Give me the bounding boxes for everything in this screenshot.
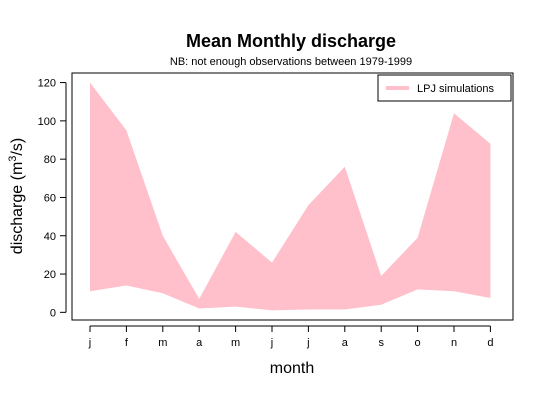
x-tick-label: j xyxy=(306,337,309,349)
plot-frame xyxy=(71,72,514,321)
y-tick-label: 40 xyxy=(44,231,56,243)
y-axis: 0 20 40 60 80 100 120 xyxy=(38,78,67,319)
x-tick-label: f xyxy=(125,337,129,349)
y-tick-label: 0 xyxy=(50,307,56,319)
x-tick-label: m xyxy=(158,337,167,349)
x-tick-label: n xyxy=(451,337,457,349)
y-axis-label-tail: /s) xyxy=(9,138,26,156)
series-area-0 xyxy=(90,82,491,311)
legend-label: LPJ simulations xyxy=(417,83,495,95)
x-tick-label: a xyxy=(196,337,203,349)
y-tick-label: 60 xyxy=(44,192,56,204)
y-tick-label: 100 xyxy=(38,116,56,128)
x-tick-label: o xyxy=(415,337,421,349)
y-tick-label: 120 xyxy=(38,78,56,90)
y-axis-label-main: discharge (m xyxy=(9,162,26,254)
x-tick-label: j xyxy=(270,337,273,349)
x-tick-label: s xyxy=(378,337,384,349)
y-tick-label: 20 xyxy=(44,269,56,281)
chart-title: Mean Monthly discharge xyxy=(186,31,396,51)
x-axis-label: month xyxy=(270,360,314,377)
x-tick-label: m xyxy=(231,337,240,349)
plot-area xyxy=(90,82,491,311)
legend: LPJ simulations xyxy=(377,74,512,102)
x-tick-label: a xyxy=(342,337,349,349)
chart-subtitle: NB: not enough observations between 1979… xyxy=(170,56,412,68)
y-axis-label-sup: 3 xyxy=(7,156,19,162)
y-axis-label: discharge (m3/s) xyxy=(7,138,26,254)
x-tick-label: d xyxy=(487,337,493,349)
y-tick-label: 80 xyxy=(44,154,56,166)
x-tick-label: j xyxy=(88,337,91,349)
